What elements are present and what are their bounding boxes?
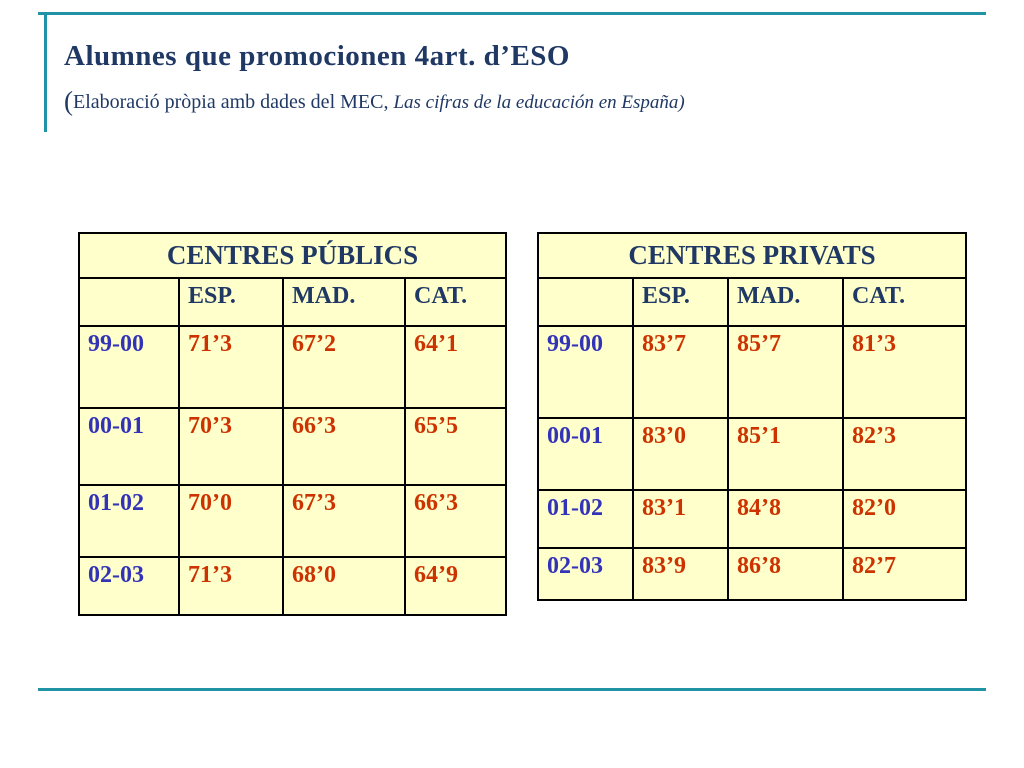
cell-value: 85’7 [727,325,844,419]
cell-value: 66’3 [282,407,406,486]
table-row: ESP. MAD. CAT. [78,277,508,327]
slide-title: Alumnes que promocionen 4art. d’ESO [64,40,570,72]
top-rule [38,12,986,15]
table-row: 99-00 83’7 85’7 81’3 [537,325,968,419]
cell-value: 70’0 [178,484,284,558]
left-rule [44,12,47,132]
row-label: 99-00 [78,325,180,409]
slide-subtitle: (Elaboració pròpia amb dades del MEC, La… [64,86,685,117]
row-label: 00-01 [537,417,634,491]
cell-value: 86’8 [727,547,844,601]
cell-value: 82’3 [841,417,968,491]
table-row: 02-03 71’3 68’0 64’9 [78,556,508,616]
subtitle-publication: Las cifras de la educación en España) [393,92,685,113]
cell-value: 82’0 [841,489,968,549]
cell-value: 64’9 [403,556,508,616]
table-row: CENTRES PRIVATS [536,232,968,279]
col-header-mad: MAD. [282,277,406,327]
table-row: 00-01 70’3 66’3 65’5 [78,407,508,486]
corner-cell [78,277,180,327]
cell-value: 83’1 [632,489,729,549]
cell-value: 85’1 [727,417,844,491]
table-row: 01-02 83’1 84’8 82’0 [537,489,968,549]
row-label: 01-02 [78,484,180,558]
cell-value: 71’3 [178,325,284,409]
table-row: 01-02 70’0 67’3 66’3 [78,484,508,558]
table-row: ESP. MAD. CAT. [537,277,968,327]
row-label: 00-01 [78,407,180,486]
row-label: 02-03 [78,556,180,616]
cell-value: 71’3 [178,556,284,616]
subtitle-paren: ( [64,86,73,116]
table-row: CENTRES PÚBLICS [77,232,508,279]
cell-value: 65’5 [403,407,508,486]
bottom-rule [38,688,986,691]
cell-value: 83’9 [632,547,729,601]
col-header-cat: CAT. [403,277,508,327]
table-row: 02-03 83’9 86’8 82’7 [537,547,968,601]
cell-value: 83’7 [632,325,729,419]
cell-value: 67’2 [282,325,406,409]
cell-value: 68’0 [282,556,406,616]
corner-cell [537,277,634,327]
row-label: 99-00 [537,325,634,419]
col-header-esp: ESP. [178,277,284,327]
row-label: 02-03 [537,547,634,601]
cell-value: 83’0 [632,417,729,491]
cell-value: 67’3 [282,484,406,558]
col-header-cat: CAT. [841,277,968,327]
cell-value: 66’3 [403,484,508,558]
cell-value: 64’1 [403,325,508,409]
table-row: 99-00 71’3 67’2 64’1 [78,325,508,409]
table-row: 00-01 83’0 85’1 82’3 [537,417,968,491]
cell-value: 81’3 [841,325,968,419]
cell-value: 84’8 [727,489,844,549]
subtitle-source: Elaboració pròpia amb dades del MEC, [73,91,394,113]
row-label: 01-02 [537,489,634,549]
table-centres-publics: CENTRES PÚBLICS ESP. MAD. CAT. 99-00 71’… [77,232,508,616]
table-title-privats: CENTRES PRIVATS [536,232,968,279]
col-header-esp: ESP. [632,277,729,327]
cell-value: 82’7 [841,547,968,601]
cell-value: 70’3 [178,407,284,486]
col-header-mad: MAD. [727,277,844,327]
table-centres-privats: CENTRES PRIVATS ESP. MAD. CAT. 99-00 83’… [536,232,968,601]
table-title-publics: CENTRES PÚBLICS [77,232,508,279]
